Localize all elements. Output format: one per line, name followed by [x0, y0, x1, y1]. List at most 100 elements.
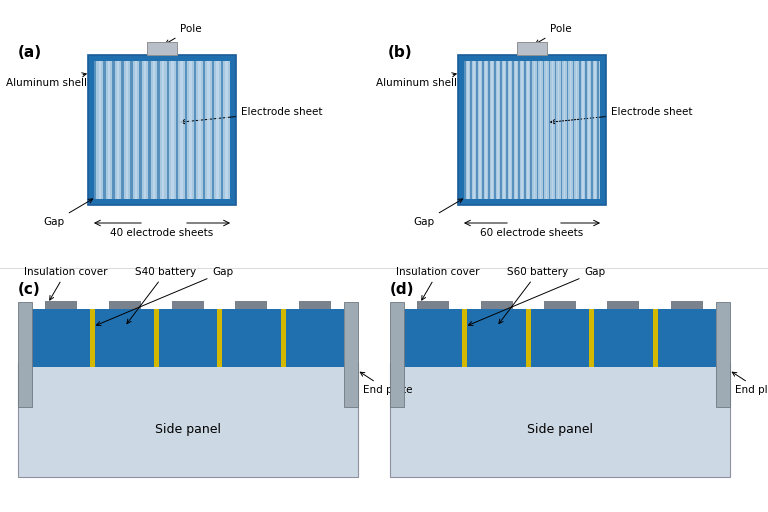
- Text: (c): (c): [18, 282, 41, 297]
- Bar: [159, 309, 217, 367]
- Bar: [108, 302, 141, 309]
- Bar: [117, 61, 119, 199]
- Bar: [171, 61, 174, 199]
- Bar: [344, 302, 358, 407]
- Text: Side panel: Side panel: [527, 422, 593, 436]
- Bar: [548, 61, 551, 199]
- Bar: [390, 302, 404, 407]
- Bar: [564, 61, 565, 199]
- Bar: [476, 61, 478, 199]
- Bar: [506, 61, 508, 199]
- Bar: [485, 61, 487, 199]
- Text: (a): (a): [18, 45, 42, 60]
- Bar: [542, 61, 545, 199]
- Text: End plate: End plate: [360, 372, 412, 395]
- Bar: [585, 61, 587, 199]
- Text: Insulation cover: Insulation cover: [396, 267, 480, 300]
- Bar: [417, 302, 449, 309]
- Bar: [551, 61, 553, 199]
- Bar: [525, 61, 526, 199]
- Bar: [470, 61, 472, 199]
- Text: Gap: Gap: [413, 199, 462, 227]
- Text: Aluminum shell: Aluminum shell: [376, 73, 457, 88]
- Bar: [512, 61, 514, 199]
- Bar: [222, 309, 280, 367]
- Bar: [98, 61, 101, 199]
- Text: 60 electrode sheets: 60 electrode sheets: [480, 228, 584, 238]
- Text: (d): (d): [390, 282, 415, 297]
- Bar: [167, 61, 169, 199]
- Text: Pole: Pole: [535, 24, 571, 44]
- Bar: [521, 61, 523, 199]
- Bar: [103, 61, 105, 199]
- Bar: [531, 309, 589, 367]
- Bar: [95, 309, 154, 367]
- Bar: [464, 61, 600, 199]
- Bar: [467, 61, 468, 199]
- Bar: [194, 61, 197, 199]
- Text: End plate: End plate: [732, 372, 768, 395]
- Bar: [184, 61, 187, 199]
- Bar: [32, 309, 91, 367]
- Bar: [653, 309, 657, 367]
- Bar: [594, 309, 653, 367]
- Bar: [531, 61, 532, 199]
- Text: Gap: Gap: [468, 267, 605, 326]
- Bar: [94, 61, 97, 199]
- Text: S60 battery: S60 battery: [499, 267, 568, 324]
- Bar: [528, 61, 529, 199]
- Bar: [139, 61, 142, 199]
- Bar: [458, 55, 606, 205]
- Bar: [497, 61, 499, 199]
- Bar: [88, 55, 236, 205]
- Bar: [18, 363, 358, 477]
- Bar: [589, 309, 594, 367]
- Bar: [126, 61, 128, 199]
- Bar: [545, 61, 548, 199]
- Bar: [607, 302, 640, 309]
- Bar: [217, 61, 219, 199]
- Bar: [492, 61, 493, 199]
- Bar: [479, 61, 481, 199]
- Bar: [716, 302, 730, 407]
- Bar: [482, 61, 484, 199]
- Bar: [147, 42, 177, 55]
- Bar: [558, 61, 559, 199]
- Bar: [221, 61, 223, 199]
- Bar: [500, 61, 502, 199]
- Bar: [537, 61, 538, 199]
- Bar: [207, 61, 210, 199]
- Bar: [112, 61, 114, 199]
- Bar: [518, 61, 520, 199]
- Bar: [299, 302, 331, 309]
- Bar: [544, 302, 576, 309]
- Text: Gap: Gap: [97, 267, 233, 326]
- Text: (b): (b): [388, 45, 412, 60]
- Bar: [526, 309, 531, 367]
- Bar: [473, 61, 475, 199]
- Bar: [18, 302, 32, 407]
- Bar: [579, 61, 581, 199]
- Bar: [481, 302, 513, 309]
- Bar: [468, 309, 526, 367]
- Bar: [286, 309, 344, 367]
- Bar: [153, 61, 155, 199]
- Bar: [121, 61, 124, 199]
- Bar: [226, 61, 228, 199]
- Bar: [162, 61, 164, 199]
- Bar: [235, 302, 267, 309]
- Bar: [135, 61, 137, 199]
- Bar: [567, 61, 568, 199]
- Bar: [588, 61, 590, 199]
- Bar: [148, 61, 151, 199]
- Bar: [657, 309, 716, 367]
- Bar: [582, 61, 584, 199]
- Bar: [94, 61, 230, 199]
- Bar: [515, 61, 517, 199]
- Bar: [570, 61, 571, 199]
- Bar: [540, 61, 541, 199]
- Bar: [108, 61, 110, 199]
- Bar: [464, 61, 465, 199]
- Bar: [576, 61, 578, 199]
- Bar: [503, 61, 505, 199]
